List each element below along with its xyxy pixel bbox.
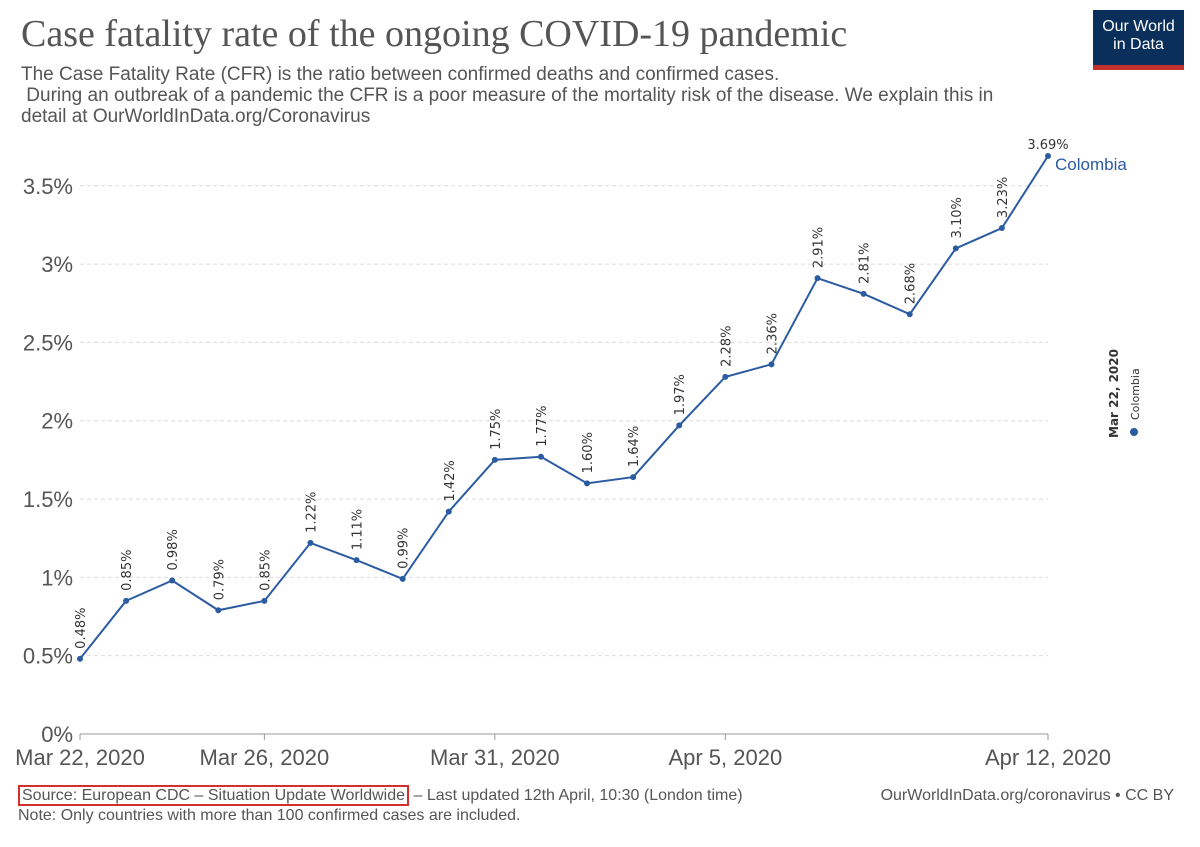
y-tick-label: 1% (41, 565, 73, 590)
data-label: 1.77% (535, 405, 550, 446)
logo-line: Our World (1102, 18, 1175, 35)
data-label: 2.81% (858, 243, 873, 284)
last-updated: – Last updated 12th April, 10:30 (London… (409, 787, 743, 804)
chart-title: Case fatality rate of the ongoing COVID-… (21, 13, 848, 55)
data-point[interactable] (123, 597, 130, 604)
data-point[interactable] (77, 655, 83, 662)
y-tick-label: 0.5% (23, 644, 73, 669)
x-tick-label: Mar 26, 2020 (200, 745, 330, 770)
footer-source-line: Source: European CDC – Situation Update … (18, 785, 743, 806)
data-point[interactable] (584, 480, 591, 487)
data-point[interactable] (814, 275, 821, 282)
data-label: 1.97% (673, 374, 688, 415)
data-point[interactable] (676, 422, 683, 429)
data-label: 1.22% (304, 492, 319, 533)
our-world-in-data-logo[interactable]: Our World in Data (1093, 10, 1184, 70)
data-label: 1.75% (489, 409, 504, 450)
series-line-colombia (79, 155, 1049, 660)
y-tick-label: 3% (41, 252, 73, 277)
data-label: 0.85% (120, 550, 135, 591)
logo-line: in Data (1113, 36, 1164, 53)
legend-entry: Colombia (1129, 368, 1142, 420)
data-point[interactable] (445, 508, 452, 515)
data-point[interactable] (537, 453, 544, 460)
data-point[interactable] (768, 361, 775, 368)
data-label: 0.79% (212, 559, 227, 600)
series-name-label: Colombia (1055, 155, 1127, 174)
source-link[interactable]: Source: European CDC – Situation Update … (18, 785, 410, 806)
data-point[interactable] (353, 557, 360, 564)
x-tick-label: Apr 12, 2020 (985, 745, 1111, 770)
data-label: 0.48% (74, 608, 89, 649)
chart-subtitle: The Case Fatality Rate (CFR) is the rati… (21, 64, 1081, 127)
data-label: 3.23% (996, 177, 1011, 218)
x-tick-label: Apr 5, 2020 (668, 745, 782, 770)
site-link[interactable]: OurWorldInData.org/coronavirus • CC BY (880, 787, 1174, 804)
data-point[interactable] (630, 474, 637, 481)
data-point[interactable] (906, 311, 913, 318)
data-label: 1.64% (627, 426, 642, 467)
data-label: 3.10% (950, 197, 965, 238)
y-tick-label: 2.5% (23, 330, 73, 355)
data-label: 1.60% (581, 432, 596, 473)
data-point[interactable] (307, 539, 314, 546)
data-label: 2.68% (904, 263, 919, 304)
data-point[interactable] (860, 290, 867, 297)
data-point[interactable] (261, 597, 268, 604)
data-label: 0.98% (166, 529, 181, 570)
y-tick-label: 2% (41, 409, 73, 434)
data-label: 1.11% (351, 509, 366, 550)
data-point[interactable] (491, 456, 498, 463)
data-label: 2.36% (765, 313, 780, 354)
data-point[interactable] (952, 245, 959, 252)
subtitle-line: detail at OurWorldInData.org/Coronavirus (21, 106, 371, 127)
data-label: 0.99% (397, 528, 412, 569)
data-label: 2.91% (812, 227, 827, 268)
data-label: 1.42% (443, 460, 458, 501)
x-tick-label: Mar 22, 2020 (15, 745, 145, 770)
subtitle-line: The Case Fatality Rate (CFR) is the rati… (21, 64, 780, 85)
data-point[interactable] (215, 607, 222, 614)
legend-marker (1130, 428, 1138, 436)
data-label: 2.28% (719, 326, 734, 367)
subtitle-line: During an outbreak of a pandemic the CFR… (21, 85, 994, 106)
data-label: 3.69% (1027, 138, 1068, 153)
data-point[interactable] (169, 577, 176, 584)
data-point[interactable] (722, 373, 729, 380)
data-point[interactable] (998, 225, 1005, 232)
data-label: 0.85% (258, 550, 273, 591)
data-point[interactable] (399, 575, 406, 582)
x-tick-label: Mar 31, 2020 (430, 745, 560, 770)
y-tick-label: 0% (41, 722, 73, 747)
y-tick-label: 3.5% (23, 174, 73, 199)
footer-note: Note: Only countries with more than 100 … (18, 807, 521, 824)
legend-date: Mar 22, 2020 (1107, 349, 1121, 438)
y-tick-label: 1.5% (23, 487, 73, 512)
data-point[interactable] (1045, 153, 1051, 159)
